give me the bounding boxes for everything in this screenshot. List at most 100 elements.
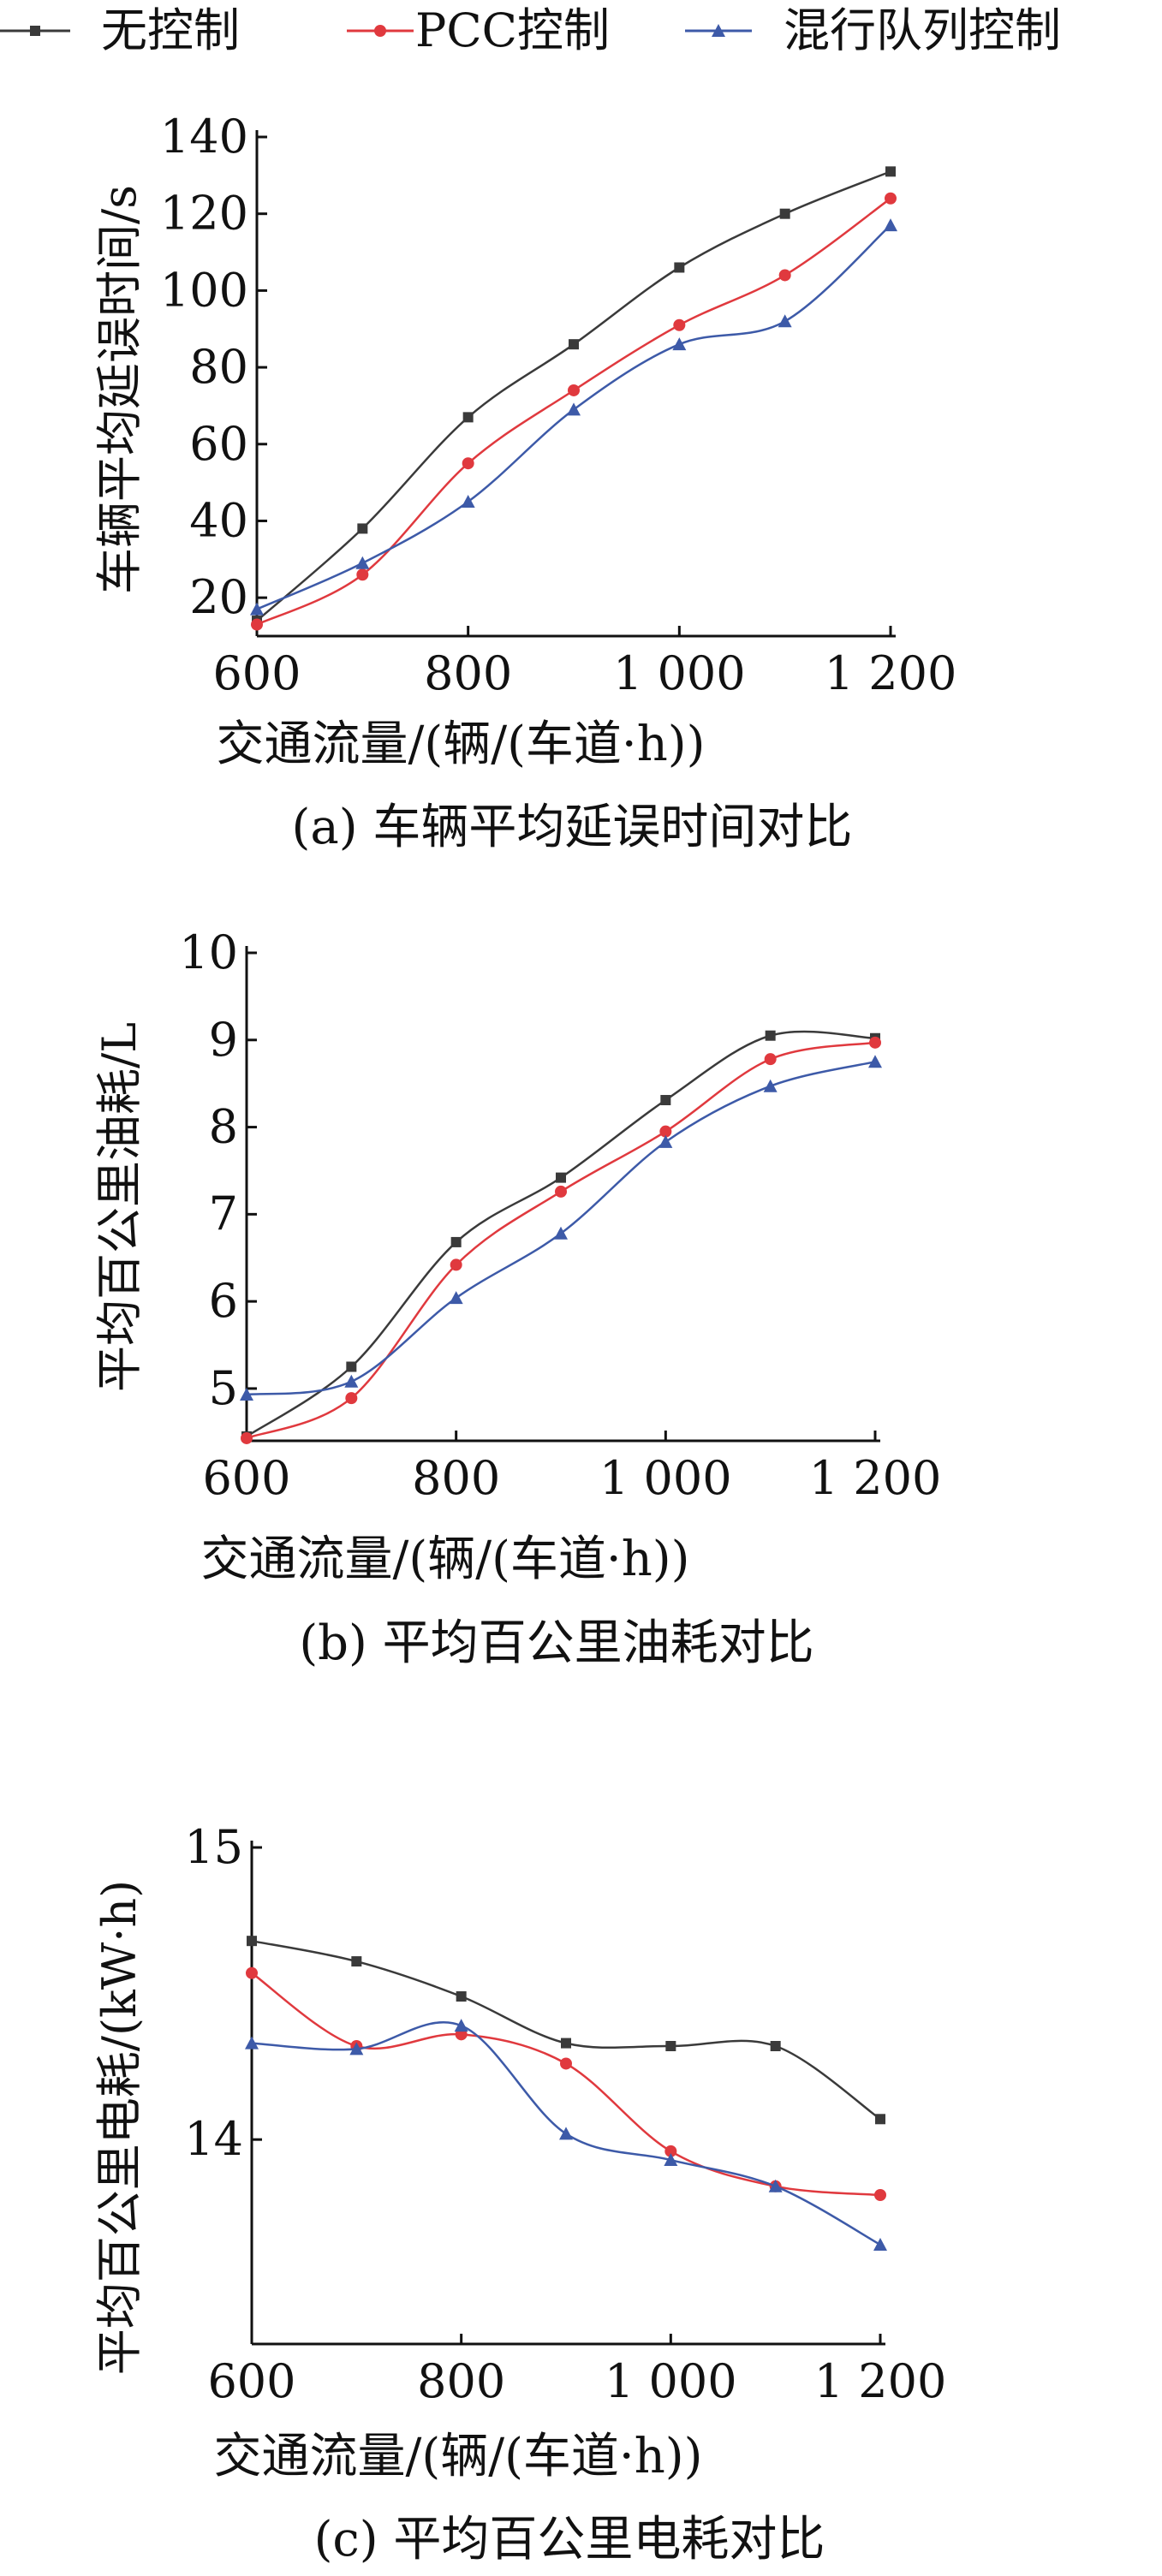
point-c-platoon-1200 — [873, 2238, 887, 2251]
point-a-no-control-700 — [357, 523, 368, 534]
y-tick-label-a-20: 20 — [189, 570, 248, 624]
point-c-no-control-900 — [561, 2038, 571, 2049]
y-tick-label-a-80: 80 — [189, 340, 248, 394]
x-tick-label-b-800: 800 — [412, 1451, 500, 1505]
point-b-pcc-1100 — [764, 1053, 777, 1066]
y-tick-label-b-8: 8 — [209, 1100, 238, 1154]
point-a-no-control-900 — [569, 339, 579, 350]
y-tick-label-a-100: 100 — [160, 263, 248, 317]
point-b-platoon-800 — [449, 1291, 463, 1305]
x-tick-label-a-1200: 1 200 — [825, 646, 957, 700]
point-b-pcc-1200 — [869, 1036, 881, 1049]
point-a-platoon-1200 — [884, 218, 897, 232]
y-axis-label-b: 平均百公里油耗/L — [92, 1022, 146, 1392]
point-a-no-control-800 — [462, 412, 474, 423]
series-line-c-no-control — [251, 1939, 881, 2121]
legend-item-platoon: 混行队列控制 — [685, 3, 1061, 57]
plot-area-b: 600 800 1 000 1 200 5 6 7 8 9 10 — [179, 925, 941, 1505]
x-axis-label-c: 交通流量/(辆/(车道·h)) — [214, 2429, 703, 2484]
point-c-platoon-600 — [245, 2036, 259, 2049]
point-b-pcc-800 — [450, 1258, 462, 1271]
point-b-platoon-600 — [240, 1388, 253, 1401]
point-a-platoon-1000 — [672, 337, 687, 351]
point-c-no-control-800 — [456, 1991, 467, 2002]
point-c-platoon-800 — [454, 2019, 468, 2032]
panel-a-delay: 600 800 1 000 1 200 20 40 60 80 100 120 140 交通流量/(… — [92, 110, 956, 855]
point-a-no-control-1200 — [885, 166, 896, 177]
point-c-no-control-1000 — [665, 2041, 676, 2051]
point-b-platoon-1200 — [868, 1055, 882, 1068]
point-b-platoon-1000 — [658, 1134, 673, 1148]
point-c-pcc-600 — [246, 1966, 258, 1979]
legend-marker-platoon — [712, 24, 725, 37]
point-b-no-control-1100 — [765, 1030, 776, 1041]
point-a-platoon-800 — [461, 495, 475, 509]
point-c-no-control-600 — [247, 1936, 257, 1947]
series-line-a-platoon — [256, 224, 891, 610]
legend-marker-no-control — [30, 26, 40, 36]
x-tick-label-b-1200: 1 200 — [809, 1451, 942, 1505]
point-a-pcc-600 — [251, 618, 263, 631]
caption-a: (a) 车辆平均延误时间对比 — [292, 800, 853, 855]
y-tick-label-b-9: 9 — [209, 1013, 238, 1067]
point-b-no-control-1000 — [660, 1095, 671, 1106]
legend-marker-pcc — [374, 25, 386, 37]
point-a-pcc-900 — [568, 384, 580, 396]
point-b-platoon-900 — [554, 1226, 568, 1240]
point-c-platoon-1000 — [664, 2153, 678, 2167]
y-tick-label-b-5: 5 — [209, 1361, 238, 1415]
y-tick-label-b-6: 6 — [209, 1274, 238, 1328]
x-tick-label-a-600: 600 — [212, 646, 301, 700]
caption-b: (b) 平均百公里油耗对比 — [299, 1615, 813, 1671]
point-b-no-control-900 — [556, 1172, 566, 1183]
y-tick-label-c-15: 15 — [184, 1820, 243, 1874]
y-axis-label-c: 平均百公里电耗/(kW·h) — [92, 1880, 146, 2376]
point-b-pcc-600 — [241, 1431, 253, 1444]
plot-area-c: 600 800 1 000 1 200 14 15 — [184, 1820, 946, 2408]
x-tick-label-c-1000: 1 000 — [605, 2354, 737, 2408]
point-a-pcc-1000 — [673, 318, 686, 331]
point-a-platoon-700 — [355, 556, 370, 569]
x-tick-label-b-600: 600 — [202, 1451, 290, 1505]
y-tick-label-b-10: 10 — [179, 925, 238, 979]
point-c-pcc-1200 — [874, 2189, 886, 2201]
point-b-no-control-700 — [346, 1361, 357, 1372]
point-b-pcc-700 — [345, 1392, 358, 1405]
point-a-pcc-1100 — [778, 269, 791, 282]
x-axis-label-a: 交通流量/(辆/(车道·h)) — [217, 717, 706, 772]
legend: 无控制 PCC控制 混行队列控制 — [0, 3, 1061, 57]
x-tick-label-b-1000: 1 000 — [599, 1451, 732, 1505]
point-a-platoon-600 — [250, 602, 264, 616]
series-line-c-pcc — [251, 1972, 881, 2197]
y-tick-label-a-40: 40 — [189, 493, 248, 547]
point-b-pcc-1000 — [659, 1125, 672, 1138]
x-tick-label-c-600: 600 — [207, 2354, 295, 2408]
x-tick-label-c-1200: 1 200 — [814, 2354, 947, 2408]
y-tick-label-b-7: 7 — [209, 1187, 238, 1240]
y-tick-label-a-120: 120 — [160, 187, 248, 241]
series-line-b-pcc — [246, 1041, 876, 1440]
point-a-platoon-900 — [567, 402, 581, 416]
point-a-pcc-700 — [356, 568, 369, 581]
point-c-no-control-1100 — [770, 2041, 781, 2051]
x-axis-label-b: 交通流量/(辆/(车道·h)) — [201, 1532, 690, 1587]
y-tick-label-c-14: 14 — [184, 2112, 243, 2166]
point-c-no-control-700 — [351, 1956, 362, 1967]
point-a-platoon-1100 — [778, 314, 792, 328]
y-axis-label-a: 车辆平均延误时间/s — [92, 185, 146, 594]
y-tick-label-a-60: 60 — [189, 417, 248, 471]
panel-c-electricity: 600 800 1 000 1 200 14 15 交通流量/(辆/(车道·h)) 平均百… — [92, 1820, 946, 2567]
point-c-platoon-900 — [559, 2127, 573, 2140]
point-a-no-control-1100 — [779, 208, 790, 219]
point-c-pcc-1000 — [664, 2145, 677, 2157]
point-a-no-control-1000 — [674, 262, 685, 273]
legend-item-pcc: PCC控制 — [347, 3, 610, 57]
point-c-platoon-1100 — [768, 2179, 783, 2192]
legend-label-platoon: 混行队列控制 — [784, 3, 1061, 57]
point-b-platoon-1100 — [763, 1079, 778, 1092]
point-a-pcc-800 — [462, 457, 474, 470]
y-tick-label-a-140: 140 — [160, 110, 248, 164]
legend-item-no-control: 无控制 — [0, 3, 240, 57]
